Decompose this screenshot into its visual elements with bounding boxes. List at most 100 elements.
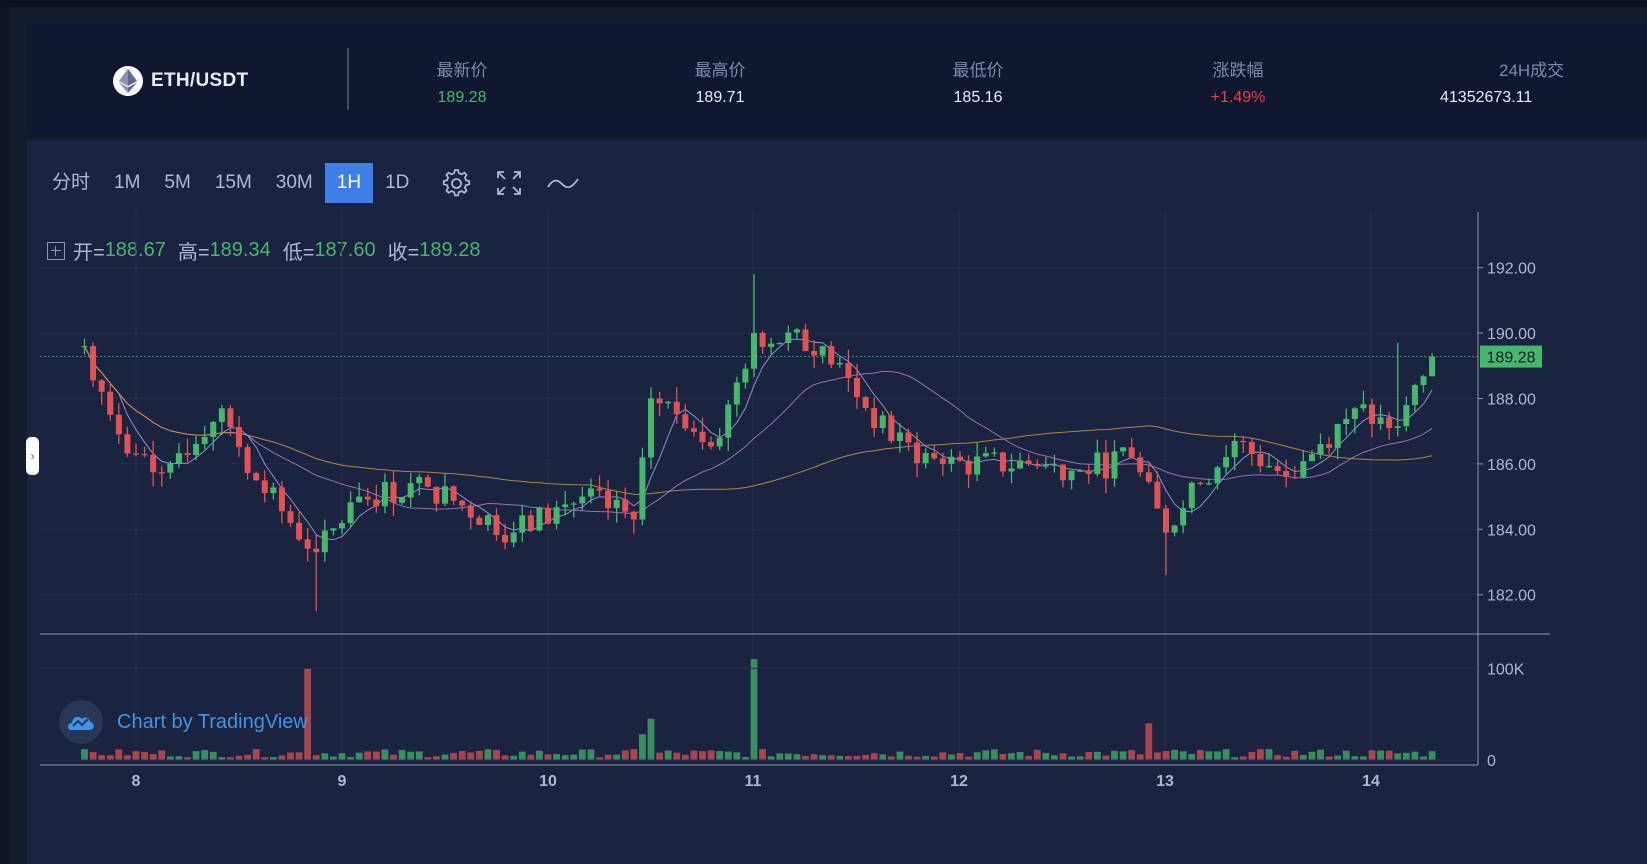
volume-bar <box>115 749 123 760</box>
candle-body <box>253 472 260 481</box>
candle-body <box>107 391 114 415</box>
candle-body <box>502 534 509 543</box>
volume-bar <box>441 754 449 760</box>
volume-bar <box>1085 751 1093 760</box>
volume-bar <box>450 753 457 760</box>
ma5-line <box>84 338 1433 541</box>
window-top-strip <box>0 0 1647 7</box>
x-tick-label: 11 <box>745 773 762 790</box>
candle-body <box>1300 461 1307 478</box>
candle-body <box>1085 470 1092 474</box>
volume-bar <box>536 750 543 760</box>
volume-bar <box>1317 749 1324 760</box>
volume-bar <box>218 757 226 760</box>
volume-bar <box>621 750 629 760</box>
candle-body <box>278 487 285 512</box>
candle-body <box>1369 404 1375 424</box>
volume-bar <box>295 752 303 760</box>
candle-body <box>828 346 835 365</box>
candle-body <box>1326 444 1333 448</box>
volume-bar <box>776 753 784 760</box>
stat-label: 24H成交 <box>1499 61 1565 80</box>
candle-body <box>1154 481 1161 509</box>
candle-body <box>914 442 921 464</box>
volume-tick-label: 100K <box>1487 661 1525 678</box>
expand-legend-icon[interactable] <box>47 241 65 260</box>
indicator-icon[interactable] <box>543 163 583 203</box>
volume-bar <box>716 751 724 760</box>
volume-bar <box>784 753 792 760</box>
candle-body <box>785 332 792 343</box>
volume-bar <box>415 751 423 760</box>
open-value: 188.67 <box>104 239 166 261</box>
interval-15m[interactable]: 15M <box>214 172 252 193</box>
candle-body <box>158 472 165 474</box>
interval-5m[interactable]: 5M <box>164 172 191 193</box>
candle-body <box>124 434 131 454</box>
candle-body <box>982 453 989 457</box>
volume-bar <box>312 755 320 760</box>
candle-body <box>424 477 431 487</box>
candle-body <box>1051 464 1058 466</box>
candle-body <box>1171 525 1178 533</box>
volume-bar <box>278 755 286 760</box>
volume-bar <box>742 756 749 760</box>
candle-body <box>1137 457 1144 473</box>
volume-bar <box>990 749 998 760</box>
tradingview-branding[interactable]: Chart by TradingView <box>59 700 308 744</box>
volume-bar <box>433 756 440 760</box>
volume-bar <box>681 754 689 760</box>
left-gutter <box>0 7 10 864</box>
candle-body <box>793 329 800 333</box>
volume-bar <box>244 754 251 760</box>
stat-24h-volume: 24H成交 41352673.11 <box>1440 56 1647 107</box>
market-header: ETH/USDT 最新价 189.28 最高价 189.71 最低价 185.1… <box>27 24 1647 134</box>
settings-icon[interactable] <box>435 163 475 203</box>
candle-body <box>167 463 174 473</box>
volume-bar <box>1008 753 1015 760</box>
interval-30m[interactable]: 30M <box>275 172 313 193</box>
volume-bar <box>527 754 535 760</box>
volume-bar <box>845 756 852 760</box>
candle-body <box>201 437 208 444</box>
candle-body <box>699 431 706 442</box>
volume-bar <box>982 750 990 760</box>
volume-bar <box>578 749 586 760</box>
interval-time[interactable]: 分时 <box>52 172 91 193</box>
stat-label: 涨跌幅 <box>1212 61 1264 80</box>
candle-body <box>639 457 646 520</box>
volume-bar <box>1068 756 1075 760</box>
volume-bar <box>1342 750 1350 760</box>
chart-panel <box>27 140 1647 864</box>
volume-bar <box>1282 756 1290 760</box>
stat-value: 189.71 <box>695 89 745 106</box>
volume-bar <box>930 756 938 760</box>
expand-sidebar-handle[interactable]: › <box>26 437 39 475</box>
x-tick-label: 8 <box>132 773 141 790</box>
interval-1m[interactable]: 1M <box>114 172 141 193</box>
interval-1d[interactable]: 1D <box>385 172 410 193</box>
candle-body <box>150 454 157 473</box>
candle-body <box>1042 465 1049 467</box>
pair-selector[interactable]: ETH/USDT <box>113 66 248 96</box>
volume-bar <box>1154 752 1161 760</box>
candle-body <box>811 351 818 356</box>
volume-bar <box>862 754 869 760</box>
y-tick-label: 186.00 <box>1487 457 1536 474</box>
volume-bar <box>1248 751 1256 760</box>
candle-body <box>1008 468 1015 472</box>
candle-body <box>1394 426 1401 428</box>
fullscreen-icon[interactable] <box>489 163 529 203</box>
candle-body <box>373 499 380 507</box>
volume-bar <box>501 755 509 760</box>
stat-value: +1.49% <box>1210 89 1266 106</box>
x-tick-label: 10 <box>539 773 557 790</box>
volume-bar <box>913 756 921 760</box>
volume-bar <box>510 755 518 760</box>
volume-bar <box>1428 751 1436 760</box>
interval-1h[interactable]: 1H <box>324 163 374 203</box>
ethereum-icon <box>113 66 143 96</box>
candle-body <box>1334 423 1341 448</box>
candle-body <box>227 408 234 428</box>
